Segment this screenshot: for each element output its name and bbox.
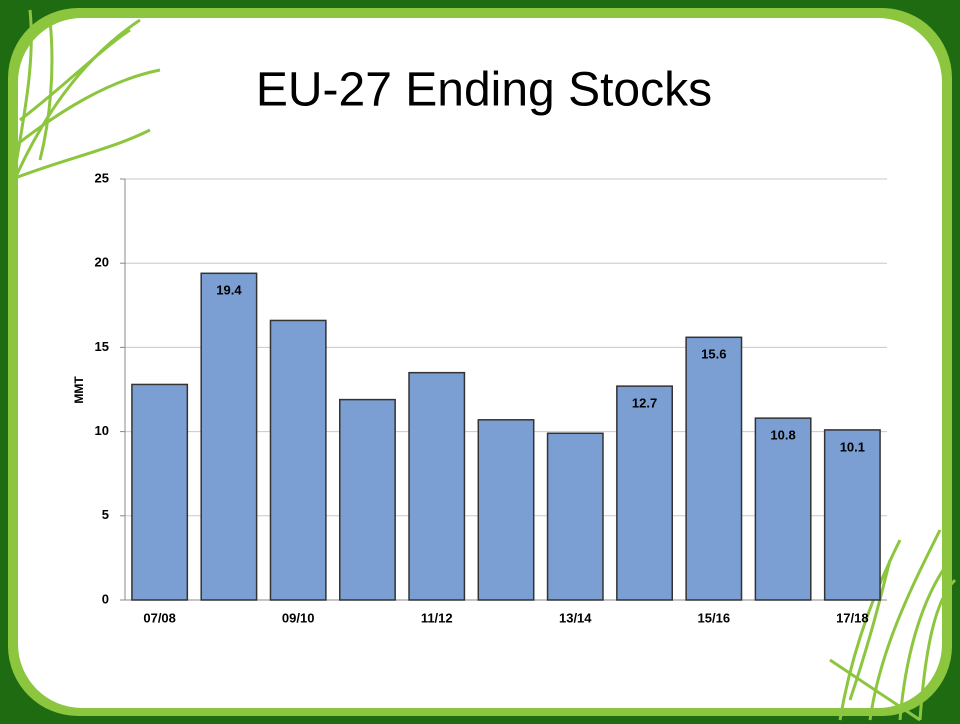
wheat-bottom-right xyxy=(829,529,957,722)
x-tick-label: 15/16 xyxy=(698,610,731,625)
x-tick-label: 13/14 xyxy=(559,610,592,625)
y-axis-label: MMT xyxy=(72,376,86,404)
bar xyxy=(408,371,466,601)
value-label: 19.4 xyxy=(216,283,242,298)
bar xyxy=(616,385,674,601)
bar xyxy=(546,432,604,601)
value-label: 10.1 xyxy=(840,439,865,454)
x-tick-label: 17/18 xyxy=(836,610,869,625)
value-label: 15.6 xyxy=(701,347,726,362)
y-tick-label: 5 xyxy=(102,507,109,522)
value-label: 10.8 xyxy=(770,428,795,443)
bar xyxy=(269,319,327,601)
x-tick-label: 11/12 xyxy=(421,610,453,625)
bar xyxy=(477,419,535,601)
x-tick-label: 09/10 xyxy=(282,610,315,625)
value-label: 12.7 xyxy=(632,396,657,411)
bar xyxy=(131,383,189,601)
x-tick-label: 07/08 xyxy=(143,610,176,625)
y-tick-label: 20 xyxy=(95,255,109,270)
bar xyxy=(685,336,743,601)
bar xyxy=(823,429,881,601)
y-tick-label: 25 xyxy=(95,170,109,185)
bar xyxy=(754,417,812,601)
y-tick-label: 15 xyxy=(95,339,109,354)
slide-background xyxy=(18,18,942,708)
y-tick-label: 10 xyxy=(95,423,109,438)
y-tick-label: 0 xyxy=(102,591,109,606)
bar xyxy=(338,398,396,601)
bar xyxy=(200,272,258,601)
wheat-top-left xyxy=(8,9,161,191)
chart-title: EU-27 Ending Stocks xyxy=(256,64,712,117)
